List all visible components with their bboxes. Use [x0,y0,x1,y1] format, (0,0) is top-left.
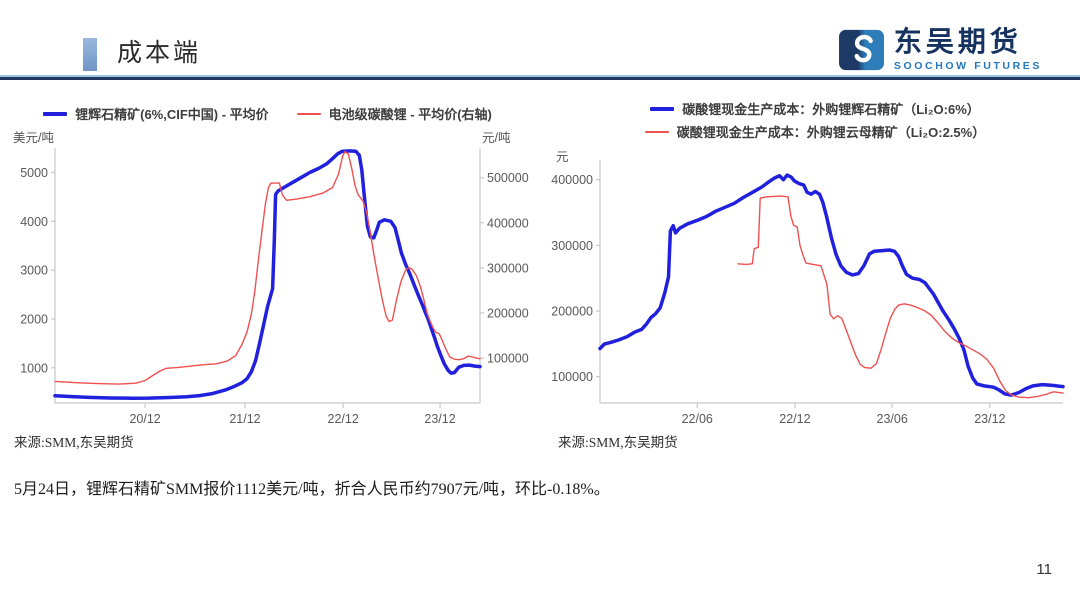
page-number: 11 [1036,561,1052,578]
y-axis-tick-label: 300000 [551,239,593,253]
x-axis-tick-label: 20/12 [129,412,160,426]
legend-label: 电池级碳酸锂 - 平均价(右轴) [328,107,492,122]
y-axis-tick-label: 4000 [20,215,48,229]
y-axis-tick-label: 400000 [551,173,593,187]
y-axis-tick-label: 200000 [487,306,529,320]
y-axis-tick-label: 5000 [20,166,48,180]
soochow-logo-cn: 东吴期货 [893,27,1022,58]
left-chart-right-axis-unit: 元/吨 [482,131,511,145]
header-divider [0,75,1080,81]
lithium-carbonate-price-line [54,150,481,385]
y-axis-tick-label: 100000 [551,370,593,384]
legend-swatch [296,112,321,115]
y-axis-tick-label: 300000 [487,261,529,275]
legend-item: 碳酸锂现金生产成本：外购锂辉石精矿（Li₂O:6%） [650,99,980,118]
left-chart-left-axis-unit: 美元/吨 [13,131,54,145]
legend-item: 电池级碳酸锂 - 平均价(右轴) [296,104,492,123]
spodumene-cash-cost-line [598,173,1065,397]
soochow-logo-icon [838,29,884,71]
x-axis-tick-label: 22/06 [682,412,713,426]
x-axis-tick-label: 21/12 [229,412,260,426]
right-chart-axis-unit: 元 [556,150,569,164]
left-chart-legend: 锂辉石精矿(6%,CIF中国) - 平均价 电池级碳酸锂 - 平均价(右轴) [20,104,515,123]
x-axis-tick-label: 23/12 [974,412,1005,426]
y-axis-tick-label: 500000 [487,171,529,185]
x-axis-tick-label: 22/12 [779,412,810,426]
spodumene-price-line [53,149,482,400]
y-axis-tick-label: 200000 [551,305,593,319]
legend-label: 碳酸锂现金生产成本：外购锂辉石精矿（Li₂O:6%） [682,102,980,117]
x-axis-tick-label: 23/06 [877,412,908,426]
y-axis-tick-label: 400000 [487,216,529,230]
page-title: 成本端 [117,40,202,67]
soochow-logo-en: SOOCHOW FUTURES [893,60,1042,72]
legend-swatch [43,111,68,116]
soochow-logo: 东吴期货 SOOCHOW FUTURES [838,28,1042,72]
lepidolite-cash-cost-line [737,195,1064,399]
legend-swatch [650,106,675,111]
left-chart: 1000 2000 3000 4000 5000 100000 200000 300000 40… [20,148,529,426]
x-axis-tick-label: 23/12 [424,412,455,426]
right-chart-source: 来源:SMM,东吴期货 [558,435,678,450]
y-axis-tick-label: 100000 [487,351,529,365]
left-chart-source: 来源:SMM,东吴期货 [14,435,134,450]
y-axis-tick-label: 2000 [20,312,48,326]
y-axis-tick-label: 1000 [20,361,48,375]
y-axis-tick-label: 3000 [20,264,48,278]
legend-item: 碳酸锂现金生产成本：外购锂云母精矿（Li₂O:2.5%） [644,122,986,141]
title-accent-bar [83,38,97,71]
right-chart: 100000 200000 300000 400000 22/06 22/12 23/06 2… [551,160,1065,426]
legend-item: 锂辉石精矿(6%,CIF中国) - 平均价 [43,104,269,123]
footnote: 5月24日，锂辉石精矿SMM报价1112美元/吨，折合人民币约7907元/吨，环… [14,481,610,498]
legend-label: 碳酸锂现金生产成本：外购锂云母精矿（Li₂O:2.5%） [676,125,986,140]
legend-label: 锂辉石精矿(6%,CIF中国) - 平均价 [75,107,269,122]
right-chart-legend: 碳酸锂现金生产成本：外购锂辉石精矿（Li₂O:6%） 碳酸锂现金生产成本：外购锂云… [578,99,1052,141]
legend-swatch [644,130,669,133]
x-axis-tick-label: 22/12 [328,412,359,426]
